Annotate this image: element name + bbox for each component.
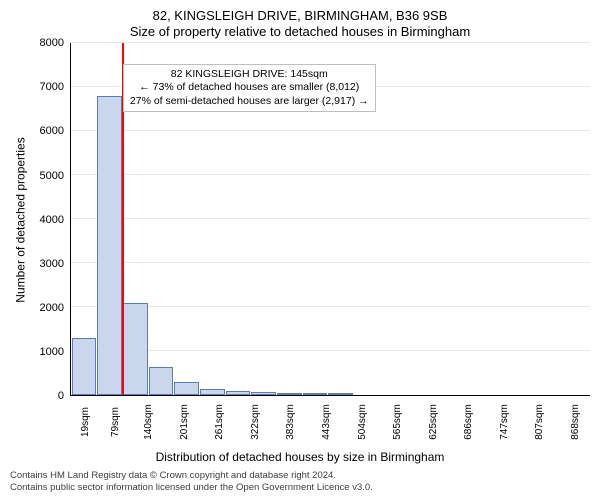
bar <box>303 393 328 396</box>
chart-row: Number of detached properties 0100020003… <box>10 43 590 396</box>
x-axis-label: Distribution of detached houses by size … <box>10 450 590 464</box>
footer-line-2: Contains public sector information licen… <box>10 482 590 494</box>
plot-frame: 82 KINGSLEIGH DRIVE: 145sqm ← 73% of det… <box>70 43 590 396</box>
footer: Contains HM Land Registry data © Crown c… <box>10 470 590 494</box>
y-axis-label: Number of detached properties <box>14 137 28 302</box>
annotation-line-2: ← 73% of detached houses are smaller (8,… <box>130 81 369 94</box>
title-line-1: 82, KINGSLEIGH DRIVE, BIRMINGHAM, B36 9S… <box>10 8 590 24</box>
annotation-line-3: 27% of semi-detached houses are larger (… <box>130 95 369 108</box>
footer-line-1: Contains HM Land Registry data © Crown c… <box>10 470 590 482</box>
y-tick: 0 <box>58 390 64 402</box>
bar <box>226 391 251 395</box>
bar <box>328 393 353 395</box>
plot-area: 82 KINGSLEIGH DRIVE: 145sqm ← 73% of det… <box>70 43 590 396</box>
y-tick: 3000 <box>40 258 64 270</box>
annotation-line-1: 82 KINGSLEIGH DRIVE: 145sqm <box>130 68 369 81</box>
y-tick: 8000 <box>40 37 64 49</box>
y-tick: 5000 <box>40 170 64 182</box>
y-tick: 7000 <box>40 81 64 93</box>
bar <box>123 303 148 395</box>
x-axis-ticks: 19sqm79sqm140sqm201sqm261sqm322sqm383sqm… <box>70 396 600 448</box>
y-tick: 2000 <box>40 302 64 314</box>
y-axis-label-col: Number of detached properties <box>10 43 32 396</box>
bar <box>149 367 174 396</box>
bar <box>72 338 97 395</box>
chart-container: 82, KINGSLEIGH DRIVE, BIRMINGHAM, B36 9S… <box>0 0 600 500</box>
bar <box>97 96 122 395</box>
x-tick: 929sqm <box>584 404 600 440</box>
y-axis-ticks: 010002000300040005000600070008000 <box>32 43 70 396</box>
y-tick: 1000 <box>40 346 64 358</box>
x-axis-ticks-row: 19sqm79sqm140sqm201sqm261sqm322sqm383sqm… <box>70 396 590 448</box>
bar <box>174 382 199 395</box>
bar <box>251 392 276 396</box>
y-tick: 6000 <box>40 125 64 137</box>
y-tick: 4000 <box>40 214 64 226</box>
bar <box>200 389 225 396</box>
title-line-2: Size of property relative to detached ho… <box>10 24 590 40</box>
annotation-box: 82 KINGSLEIGH DRIVE: 145sqm ← 73% of det… <box>123 64 376 111</box>
bar <box>277 393 302 396</box>
